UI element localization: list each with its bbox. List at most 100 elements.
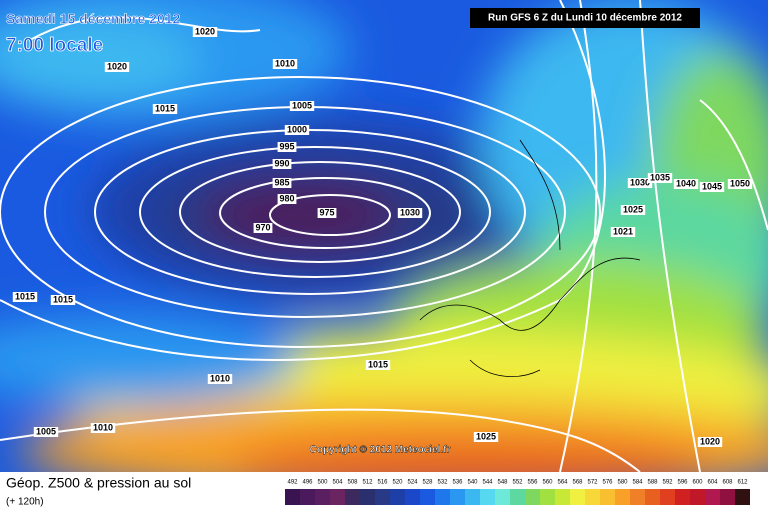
legend-label: 600 [692,480,703,486]
isobar-label-bg [610,227,636,237]
isobar-label-bg [289,101,315,111]
legend-swatch [615,489,630,505]
isobar-label-bg [365,360,391,370]
isobar-label-bg [699,182,725,192]
coastlines [419,139,641,377]
isobar-label: 1020 [700,436,720,446]
legend-swatch [330,489,345,505]
isobar-label: 1010 [275,58,295,68]
legend-label: 548 [497,480,508,486]
legend-swatch [480,489,495,505]
legend-swatch [540,489,555,505]
isobar-label: 1050 [730,178,750,188]
legend-label: 568 [572,480,583,486]
legend-label: 500 [317,480,328,486]
isobar-label-bg [152,104,178,114]
legend-swatch [450,489,465,505]
legend-label: 516 [377,480,388,486]
legend-swatch [510,489,525,505]
isobar-label: 1035 [650,172,670,182]
isobar-label: 1015 [15,291,35,301]
legend-label: 584 [632,480,643,486]
isobar-label: 1020 [195,26,215,36]
isobar-label-bg [90,423,116,433]
legend-swatch [315,489,330,505]
legend-swatch [645,489,660,505]
isobar-label-bg [104,62,130,72]
legend-swatch [525,489,540,505]
legend-label: 524 [407,480,418,486]
legend-label: 512 [362,480,373,486]
legend-label: 504 [332,480,343,486]
isobar-label: 1045 [702,181,722,191]
isobar-label-bg [207,374,233,384]
isobar-label: 990 [274,158,289,168]
legend-swatch [735,489,750,505]
legend-swatch [600,489,615,505]
isobar-label-bg [397,208,423,218]
legend-swatch [720,489,735,505]
legend-swatch [405,489,420,505]
legend-label: 576 [602,480,613,486]
isobar-label: 1015 [368,359,388,369]
isobar-label-bg [620,205,646,215]
legend-label: 496 [302,480,313,486]
isobar-label-bg [277,142,297,152]
legend-swatch [555,489,570,505]
legend-label: 536 [452,480,463,486]
isobar-label: 1040 [676,178,696,188]
legend-swatch [360,489,375,505]
legend-swatch [285,489,300,505]
isobar-label-bg [647,173,673,183]
isobar-label-bg [253,223,273,233]
isobar-label-bg [50,295,76,305]
legend-swatch [495,489,510,505]
isobar-label-bg [277,194,297,204]
footer-title: Géop. Z500 & pression au sol [6,475,191,491]
legend-label: 592 [662,480,673,486]
isobar-label-bg [192,27,218,37]
local-time: 7:00 locale [6,35,103,56]
legend-label: 612 [737,480,748,486]
isobars [0,0,768,472]
isobar-label: 1010 [210,373,230,383]
legend-swatch [705,489,720,505]
legend-label: 520 [392,480,403,486]
isobar-label: 975 [319,207,334,217]
isobar-label-bg [697,437,723,447]
isobar-label-bg [272,59,298,69]
legend-swatch [435,489,450,505]
legend-swatch [420,489,435,505]
legend-label: 544 [482,480,493,486]
isobar-label: 1030 [630,177,650,187]
isobar-label-bg [627,178,653,188]
isobar-label-bg [33,427,59,437]
isobar-label: 970 [255,222,270,232]
isobar-label-bg [12,292,38,302]
legend-label: 560 [542,480,553,486]
legend-swatch [345,489,360,505]
legend-swatch [390,489,405,505]
legend-swatch [690,489,705,505]
isobar-label: 1005 [36,426,56,436]
legend-swatch [630,489,645,505]
legend-swatch [675,489,690,505]
isobar-label-bg [272,159,292,169]
legend-label: 532 [437,480,448,486]
isobar-label-bg [473,432,499,442]
legend-label: 552 [512,480,523,486]
isobar-label: 980 [279,193,294,203]
isobar-label-bg [727,179,753,189]
isobar-label-bg [673,179,699,189]
legend-label: 588 [647,480,658,486]
run-info: Run GFS 6 Z du Lundi 10 décembre 2012 [488,13,682,24]
legend-label: 596 [677,480,688,486]
legend-label: 564 [557,480,568,486]
isobar-label: 995 [279,141,294,151]
isobar-label-bg [284,125,310,135]
isobar-label: 1015 [53,294,73,304]
legend-label: 608 [722,480,733,486]
isobar-label: 1010 [93,422,113,432]
isobar-label: 985 [274,177,289,187]
legend-label: 556 [527,480,538,486]
